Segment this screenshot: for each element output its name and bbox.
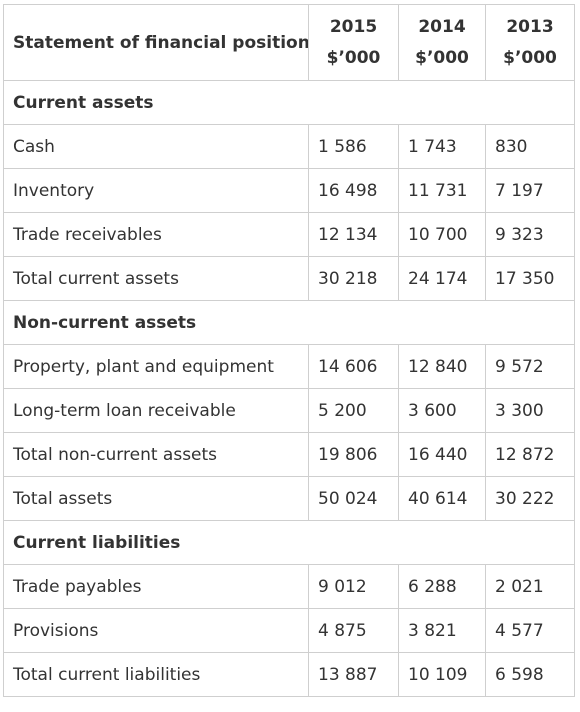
table-row: Total current assets 30 218 24 174 17 350 bbox=[3, 256, 575, 301]
value-cell: 16 498 bbox=[308, 168, 399, 213]
unit-label: $’000 bbox=[415, 47, 469, 68]
row-label: Total current assets bbox=[3, 256, 309, 301]
row-label: Long-term loan receivable bbox=[3, 388, 309, 433]
year-header-2014: 2014 $’000 bbox=[398, 4, 486, 81]
table-row: Cash 1 586 1 743 830 bbox=[3, 124, 575, 169]
table-row: Total non-current assets 19 806 16 440 12 8… bbox=[3, 432, 575, 477]
row-label: Cash bbox=[3, 124, 309, 169]
value-cell: 40 614 bbox=[398, 476, 486, 521]
value-cell: 830 bbox=[485, 124, 575, 169]
table-row: Total current liabilities 13 887 10 109 6 5… bbox=[3, 652, 575, 697]
value-cell: 17 350 bbox=[485, 256, 575, 301]
header-label: Statement of financial position bbox=[3, 4, 309, 81]
value-cell: 16 440 bbox=[398, 432, 486, 477]
table-row: Total assets 50 024 40 614 30 222 bbox=[3, 476, 575, 521]
row-label: Inventory bbox=[3, 168, 309, 213]
table-body: Current assets Cash 1 586 1 743 830 Inventory… bbox=[3, 80, 575, 697]
value-cell: 7 197 bbox=[485, 168, 575, 213]
value-cell: 3 300 bbox=[485, 388, 575, 433]
value-cell: 12 840 bbox=[398, 344, 486, 389]
section-row: Current assets bbox=[3, 80, 575, 125]
row-label: Total assets bbox=[3, 476, 309, 521]
value-cell: 4 875 bbox=[308, 608, 399, 653]
value-cell: 5 200 bbox=[308, 388, 399, 433]
value-cell: 2 021 bbox=[485, 564, 575, 609]
value-cell: 10 700 bbox=[398, 212, 486, 257]
value-cell: 1 743 bbox=[398, 124, 486, 169]
value-cell: 10 109 bbox=[398, 652, 486, 697]
value-cell: 12 872 bbox=[485, 432, 575, 477]
value-cell: 3 821 bbox=[398, 608, 486, 653]
value-cell: 11 731 bbox=[398, 168, 486, 213]
value-cell: 50 024 bbox=[308, 476, 399, 521]
value-cell: 24 174 bbox=[398, 256, 486, 301]
year-label: 2013 bbox=[506, 16, 554, 37]
value-cell: 30 222 bbox=[485, 476, 575, 521]
value-cell: 1 586 bbox=[308, 124, 399, 169]
financial-position-table: Statement of financial position 2015 $’0… bbox=[3, 4, 575, 697]
value-cell: 9 572 bbox=[485, 344, 575, 389]
year-label: 2014 bbox=[418, 16, 466, 37]
table-row: Trade payables 9 012 6 288 2 021 bbox=[3, 564, 575, 609]
section-label: Current assets bbox=[3, 80, 575, 125]
year-header-2013: 2013 $’000 bbox=[485, 4, 575, 81]
row-label: Provisions bbox=[3, 608, 309, 653]
table-row: Provisions 4 875 3 821 4 577 bbox=[3, 608, 575, 653]
year-label: 2015 bbox=[329, 16, 378, 37]
row-label: Property, plant and equipment bbox=[3, 344, 309, 389]
table-row: Trade receivables 12 134 10 700 9 323 bbox=[3, 212, 575, 257]
section-label: Current liabilities bbox=[3, 520, 575, 565]
section-row: Current liabilities bbox=[3, 520, 575, 565]
row-label: Trade receivables bbox=[3, 212, 309, 257]
row-label: Total current liabilities bbox=[3, 652, 309, 697]
table-row: Long-term loan receivable 5 200 3 600 3 300 bbox=[3, 388, 575, 433]
value-cell: 6 288 bbox=[398, 564, 486, 609]
value-cell: 12 134 bbox=[308, 212, 399, 257]
value-cell: 9 012 bbox=[308, 564, 399, 609]
row-label: Total non-current assets bbox=[3, 432, 309, 477]
unit-label: $’000 bbox=[503, 47, 557, 68]
value-cell: 13 887 bbox=[308, 652, 399, 697]
section-label: Non-current assets bbox=[3, 300, 575, 345]
header-row: Statement of financial position 2015 $’0… bbox=[3, 4, 575, 81]
section-row: Non-current assets bbox=[3, 300, 575, 345]
value-cell: 3 600 bbox=[398, 388, 486, 433]
value-cell: 6 598 bbox=[485, 652, 575, 697]
value-cell: 30 218 bbox=[308, 256, 399, 301]
value-cell: 19 806 bbox=[308, 432, 399, 477]
value-cell: 4 577 bbox=[485, 608, 575, 653]
table-row: Property, plant and equipment 14 606 12 84… bbox=[3, 344, 575, 389]
table-row: Inventory 16 498 11 731 7 197 bbox=[3, 168, 575, 213]
row-label: Trade payables bbox=[3, 564, 309, 609]
year-header-2015: 2015 $’000 bbox=[308, 4, 399, 81]
unit-label: $’000 bbox=[326, 47, 381, 68]
value-cell: 14 606 bbox=[308, 344, 399, 389]
value-cell: 9 323 bbox=[485, 212, 575, 257]
